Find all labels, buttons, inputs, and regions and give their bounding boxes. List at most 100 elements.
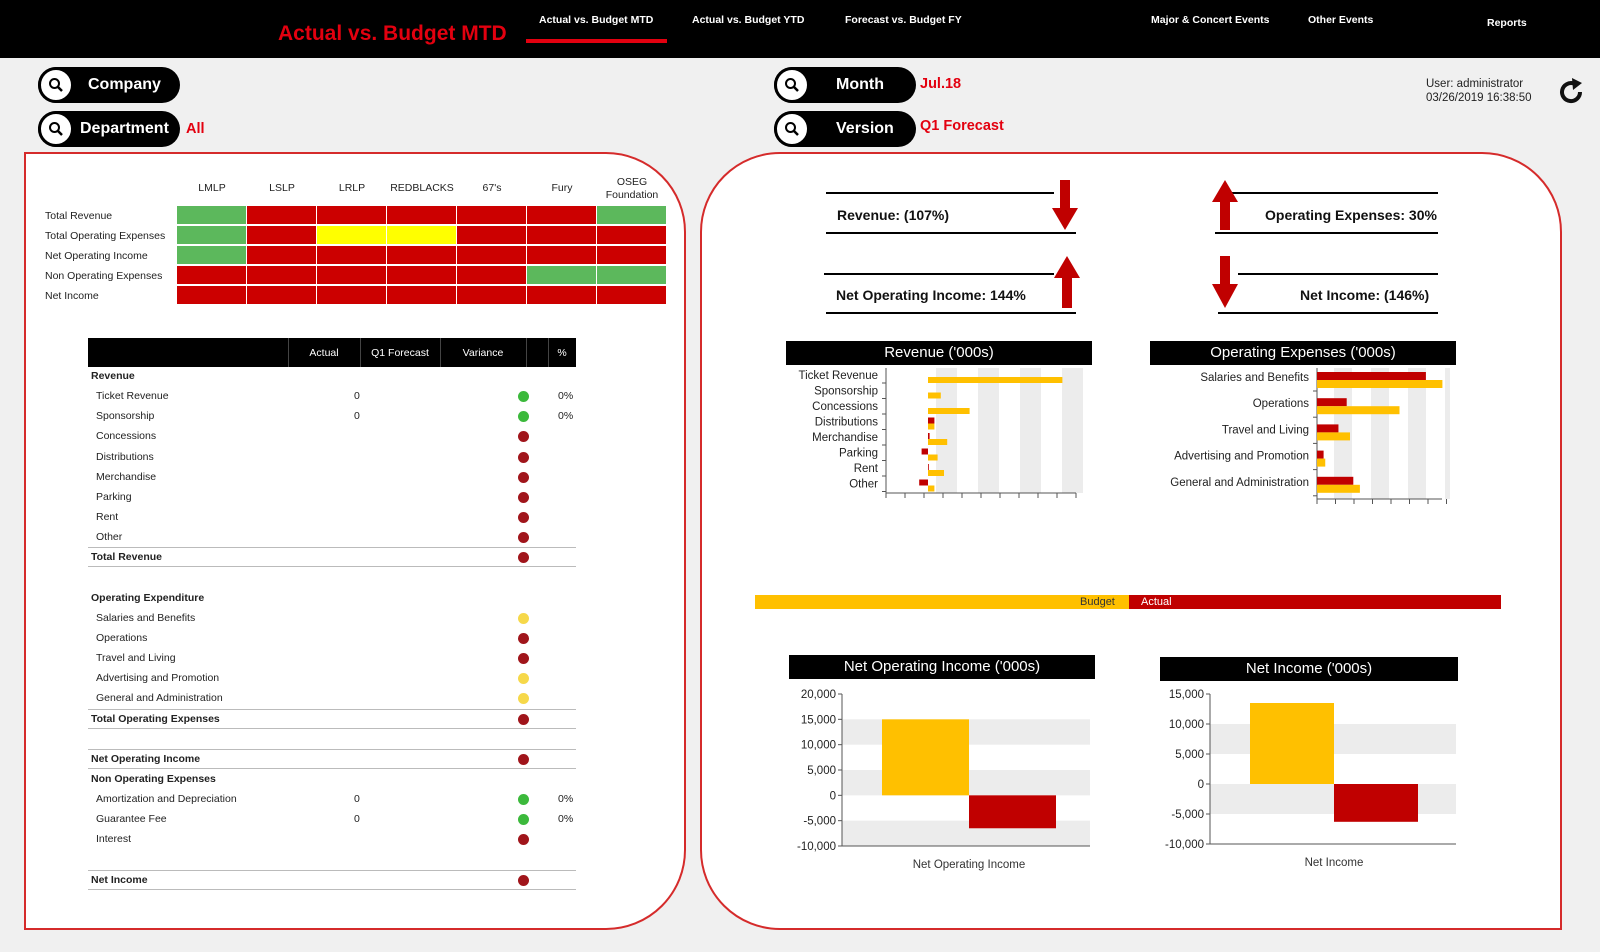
heatmap-cell	[597, 246, 667, 265]
category-label: Concessions	[812, 401, 878, 413]
table-row-label: Other	[96, 531, 123, 544]
nav-actual-vs-budget-ytd[interactable]: Actual vs. Budget YTD	[692, 14, 805, 26]
company-label: Company	[88, 76, 161, 93]
nav-reports[interactable]: Reports	[1487, 17, 1527, 29]
bar-budget	[1250, 703, 1334, 784]
status-dot	[518, 431, 529, 443]
status-dot	[518, 451, 529, 463]
nav-forecast-vs-budget-fy[interactable]: Forecast vs. Budget FY	[845, 14, 962, 26]
table-row-label: Operating Expenditure	[91, 591, 205, 604]
department-selector[interactable]: Department	[38, 111, 180, 147]
net-income-chart: 15,000 10,000 5,000 0 -5,000 -10,000 Net Incom…	[1165, 689, 1456, 869]
category-label: Operations	[1253, 398, 1310, 410]
table-row-label: Total Revenue	[91, 551, 162, 564]
heatmap-row-label: Total Revenue	[45, 210, 113, 222]
heatmap-cell	[247, 206, 317, 225]
table-header: Actual Q1 Forecast Variance %	[88, 338, 576, 367]
user-name: User: administrator	[1426, 78, 1524, 90]
department-value: All	[186, 121, 205, 137]
legend-budget-label: Budget	[1080, 596, 1115, 608]
noi-chart-title: Net Operating Income ('000s)	[789, 655, 1095, 679]
x-axis-label: Net Income	[1305, 857, 1364, 869]
table-row-label: Total Operating Expenses	[91, 712, 220, 725]
timestamp: 03/26/2019 16:38:50	[1426, 92, 1532, 104]
category-label: Merchandise	[812, 432, 878, 444]
kpi-revenue: Revenue: (107%)	[837, 207, 950, 223]
category-label: Advertising and Promotion	[1174, 451, 1309, 463]
heatmap-row-label: Net Income	[45, 290, 99, 302]
y-tick-label: 10,000	[801, 740, 836, 752]
y-tick-label: 0	[1198, 779, 1204, 791]
table-row-label: Distributions	[96, 450, 154, 463]
page-title: Actual vs. Budget MTD	[278, 22, 507, 45]
heatmap-column-header: OSEG Foundation	[605, 176, 659, 201]
bar-budget	[882, 719, 969, 796]
status-dot	[518, 411, 529, 423]
category-label: Parking	[839, 448, 878, 460]
nav-actual-vs-budget-mtd[interactable]: Actual vs. Budget MTD	[539, 14, 654, 26]
divider	[1218, 312, 1438, 314]
table-row-label: Rent	[96, 511, 119, 524]
arrow-up-icon	[1212, 180, 1238, 230]
divider	[1215, 232, 1438, 234]
table-cell-pct: 0%	[558, 793, 574, 806]
heatmap-cell	[457, 206, 527, 225]
heatmap-cell	[247, 266, 317, 285]
status-dot	[518, 471, 529, 483]
category-label: Ticket Revenue	[799, 370, 878, 382]
version-selector[interactable]: Version	[774, 111, 916, 147]
bar-budget	[928, 392, 941, 399]
heatmap-cell	[527, 266, 597, 285]
arrow-up-icon	[1054, 256, 1080, 308]
status-dot	[518, 391, 529, 403]
bar-actual	[928, 433, 930, 439]
divider	[826, 192, 1054, 194]
bar-actual	[1317, 372, 1426, 380]
table-row-label: Sponsorship	[96, 410, 155, 423]
top-bar	[0, 0, 1600, 58]
gridband	[1020, 368, 1041, 493]
table-row-label: Ticket Revenue	[96, 390, 169, 403]
heatmap-column-header: LSLP	[269, 182, 295, 194]
heatmap-cell	[317, 266, 387, 285]
heatmap-cell	[317, 206, 387, 225]
month-value: Jul.18	[920, 76, 962, 92]
category-label: Travel and Living	[1222, 424, 1309, 436]
row-divider	[88, 727, 576, 729]
table-cell-pct: 0%	[558, 410, 574, 423]
user-info: User: administrator 03/26/2019 16:38:50	[1426, 77, 1532, 105]
heatmap-cell	[597, 226, 667, 245]
divider	[1218, 192, 1438, 194]
table-row-label: Interest	[96, 833, 132, 846]
month-label: Month	[836, 76, 884, 93]
col-variance: Variance	[462, 347, 504, 359]
nav-major-concert-events[interactable]: Major & Concert Events	[1151, 14, 1270, 26]
kpi-net-operating-income: Net Operating Income: 144%	[836, 287, 1026, 303]
status-dot	[518, 814, 529, 826]
month-selector[interactable]: Month	[774, 67, 916, 103]
bar-budget	[928, 439, 948, 445]
table-row-label: Travel and Living	[96, 652, 176, 665]
nav-other-events[interactable]: Other Events	[1308, 14, 1374, 26]
bar-actual	[921, 448, 928, 455]
y-tick-label: -10,000	[1165, 839, 1204, 851]
heatmap-cell	[177, 206, 247, 225]
company-selector[interactable]: Company	[38, 67, 180, 103]
heatmap-cell	[387, 206, 457, 225]
status-dot	[518, 612, 529, 624]
row-divider	[88, 708, 576, 710]
bar-budget	[928, 377, 1063, 383]
refresh-icon[interactable]	[1555, 76, 1587, 108]
table-row-label: Net Income	[91, 873, 148, 886]
heatmap-cell	[317, 246, 387, 265]
table-cell-pct: 0%	[558, 813, 574, 826]
category-label: Distributions	[815, 417, 879, 429]
y-tick-label: 0	[830, 790, 836, 802]
version-label: Version	[836, 120, 894, 137]
heatmap-cell	[317, 286, 387, 305]
bar-budget	[928, 470, 944, 476]
heatmap-row-label: Non Operating Expenses	[45, 270, 163, 282]
net-income-chart-title: Net Income ('000s)	[1160, 657, 1458, 681]
row-divider	[88, 566, 576, 568]
status-dot	[518, 512, 529, 524]
